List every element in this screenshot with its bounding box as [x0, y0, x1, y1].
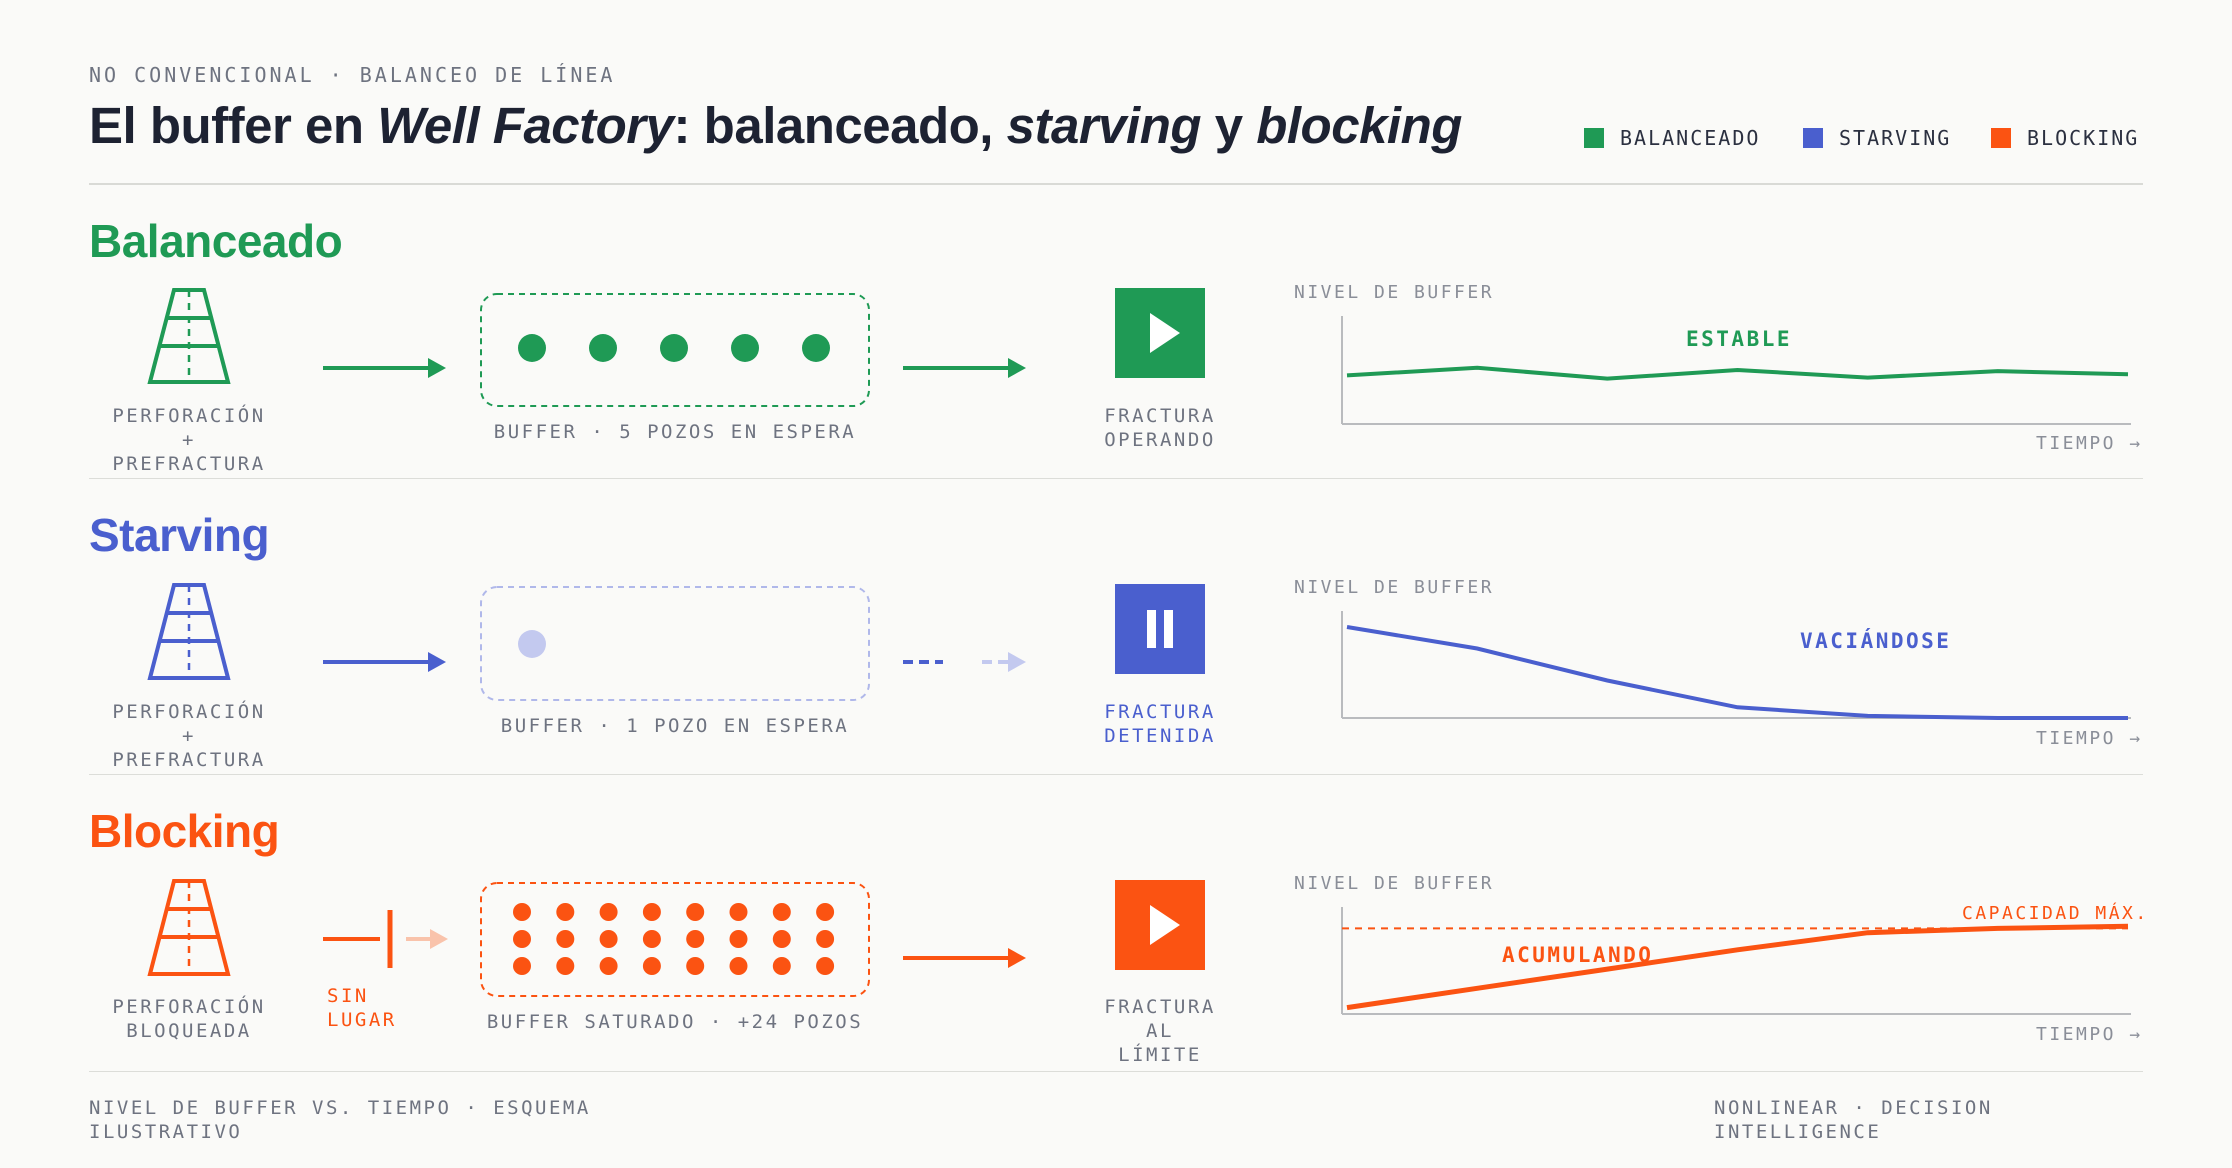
- section-title-starving: Starving: [89, 509, 270, 561]
- well-dot: [513, 957, 531, 975]
- well-dot: [660, 334, 688, 362]
- eyebrow: NO CONVENCIONAL · BALANCEO DE LÍNEA: [89, 63, 616, 87]
- well-dot: [642, 930, 661, 948]
- buffer-box: [480, 882, 870, 997]
- buffer-dots: [513, 903, 835, 975]
- section-title-balanceado: Balanceado: [89, 215, 343, 267]
- well-dot: [686, 930, 705, 948]
- chart-xlabel: TIEMPO →: [2036, 1024, 2143, 1045]
- flow-arrow: [323, 652, 446, 672]
- well-dot: [589, 334, 617, 362]
- legend-swatch: [1991, 128, 2011, 148]
- section-title-blocking: Blocking: [89, 805, 280, 857]
- buffer-label: BUFFER · 1 POZO EN ESPERA: [500, 715, 850, 737]
- well-dot: [729, 903, 748, 921]
- blocked-arrow: [323, 910, 448, 968]
- chart-ylabel: NIVEL DE BUFFER: [1294, 873, 1495, 894]
- buffer-dots: [518, 334, 830, 362]
- well-dot: [686, 957, 705, 975]
- series-line: [1346, 625, 2128, 720]
- well-dot: [772, 957, 791, 975]
- flow-arrow: [323, 358, 446, 378]
- source-label: PERFORACIÓN + PREFRACTURA: [112, 405, 266, 475]
- row-divider: [89, 478, 2143, 479]
- frac-label: FRACTURA AL LÍMITE: [1104, 996, 1216, 1066]
- well-dot: [518, 630, 546, 658]
- legend-swatch: [1584, 128, 1604, 148]
- footer-divider: [89, 1071, 2143, 1072]
- footer-brand: NONLINEAR · DECISION INTELLIGENCE: [1714, 1097, 1993, 1143]
- series-line: [1346, 365, 2129, 381]
- footer-note: NIVEL DE BUFFER VS. TIEMPO · ESQUEMA ILU…: [89, 1097, 591, 1143]
- frac-status-box: [1115, 584, 1205, 674]
- chart-ylabel: NIVEL DE BUFFER: [1294, 577, 1495, 598]
- row-divider: [89, 774, 2143, 775]
- chart-ylabel: NIVEL DE BUFFER: [1294, 282, 1495, 303]
- flow-arrow: [903, 358, 1026, 378]
- buffer-dots: [518, 630, 546, 658]
- legend-item-starving: STARVING: [1803, 126, 1951, 150]
- trend-label: VACIÁNDOSE: [1800, 629, 1952, 653]
- blocked-label: SIN LUGAR: [327, 985, 397, 1031]
- frac-label: FRACTURA DETENIDA: [1104, 701, 1216, 747]
- buffer-box: [480, 586, 870, 701]
- play-icon: [1150, 313, 1180, 353]
- well-dot: [729, 957, 748, 975]
- buffer-box: [480, 293, 870, 407]
- legend-item-blocking: BLOCKING: [1991, 126, 2139, 150]
- well-dot: [518, 334, 546, 362]
- well-dot: [556, 930, 575, 948]
- chart-axes: [1341, 316, 2131, 425]
- header-divider: [89, 183, 2143, 185]
- source-label: PERFORACIÓN BLOQUEADA: [112, 996, 266, 1042]
- well-dot: [729, 930, 748, 948]
- derrick-icon: [147, 583, 231, 680]
- well-dot: [513, 930, 531, 948]
- trend-label: ACUMULANDO: [1502, 943, 1654, 967]
- well-dot: [686, 903, 705, 921]
- series-line: [1346, 923, 2129, 1011]
- frac-label: FRACTURA OPERANDO: [1104, 405, 1216, 451]
- chart-axes: [1341, 611, 2131, 719]
- trend-label: ESTABLE: [1686, 327, 1793, 351]
- well-dot: [802, 334, 830, 362]
- capacity-label: CAPACIDAD MÁX.: [1962, 903, 2149, 924]
- well-dot: [816, 930, 835, 948]
- legend-item-balanceado: BALANCEADO: [1584, 126, 1760, 150]
- well-dot: [556, 903, 575, 921]
- page-title: El buffer en Well Factory: balanceado, s…: [89, 97, 1462, 154]
- well-dot: [513, 903, 531, 921]
- derrick-icon: [147, 288, 231, 384]
- derrick-icon: [147, 879, 231, 976]
- well-dot: [816, 903, 835, 921]
- buffer-label: BUFFER · 5 POZOS EN ESPERA: [493, 421, 857, 443]
- well-dot: [599, 930, 618, 948]
- well-dot: [816, 957, 835, 975]
- well-dot: [772, 930, 791, 948]
- well-dot: [642, 957, 661, 975]
- well-dot: [599, 903, 618, 921]
- well-dot: [772, 903, 791, 921]
- chart-xlabel: TIEMPO →: [2036, 433, 2143, 454]
- source-label: PERFORACIÓN + PREFRACTURA: [112, 701, 266, 771]
- well-dot: [556, 957, 575, 975]
- well-dot: [599, 957, 618, 975]
- pause-icon: [1147, 610, 1173, 648]
- buffer-label: BUFFER SATURADO · +24 POZOS: [486, 1011, 864, 1033]
- play-icon: [1150, 905, 1180, 945]
- well-dot: [731, 334, 759, 362]
- well-dot: [642, 903, 661, 921]
- chart-xlabel: TIEMPO →: [2036, 728, 2143, 749]
- legend-swatch: [1803, 128, 1823, 148]
- chart-axes: [1341, 907, 2131, 1015]
- dashed-flow-arrow: [903, 652, 1026, 672]
- flow-arrow: [903, 948, 1026, 968]
